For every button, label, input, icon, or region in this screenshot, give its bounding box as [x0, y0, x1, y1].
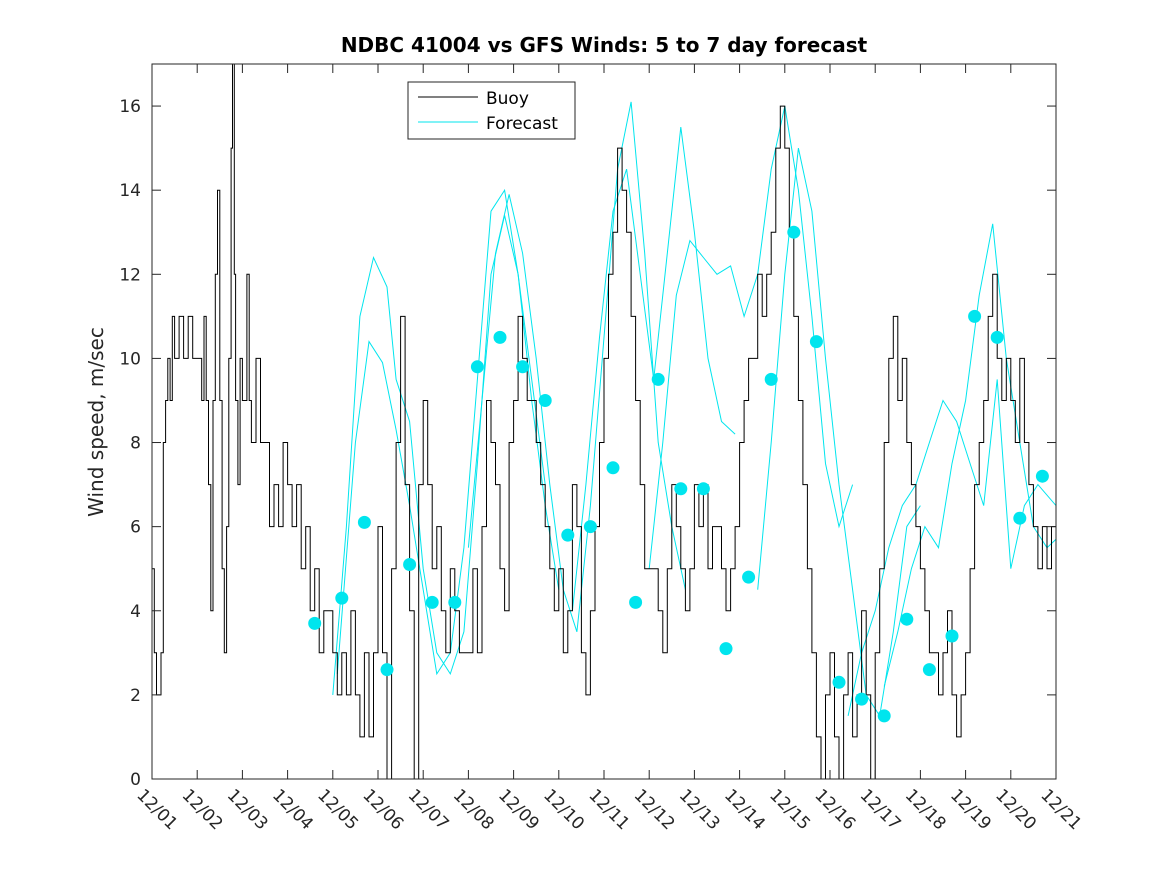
forecast-point-23: [832, 675, 846, 689]
forecast-point-26: [900, 612, 914, 626]
y-tick-label-16: 16: [119, 97, 141, 117]
forecast-point-6: [448, 595, 462, 609]
legend-box: [407, 81, 576, 140]
legend-buoy-label: Buoy: [486, 89, 529, 109]
forecast-point-24: [855, 692, 869, 706]
forecast-point-27: [922, 663, 936, 677]
forecast-point-30: [990, 330, 1004, 344]
forecast-point-14: [629, 595, 643, 609]
forecast-point-25: [877, 709, 891, 723]
y-tick-label-0: 0: [130, 770, 141, 790]
chart-title: NDBC 41004 vs GFS Winds: 5 to 7 day fore…: [341, 33, 868, 57]
forecast-point-15: [651, 372, 665, 386]
forecast-point-32: [1035, 469, 1049, 483]
forecast-point-31: [1013, 511, 1027, 525]
forecast-point-16: [674, 482, 688, 496]
forecast-point-0: [308, 616, 322, 630]
forecast-point-10: [538, 394, 552, 407]
legend-forecast-label: Forecast: [486, 114, 558, 134]
forecast-point-22: [809, 335, 823, 349]
forecast-point-11: [561, 528, 575, 542]
forecast-point-8: [493, 330, 507, 344]
buoy-line: [152, 64, 1056, 779]
forecast-point-18: [719, 642, 733, 656]
forecast-point-9: [516, 360, 530, 374]
y-axis: 0 2 4 6 8 10 12 14 16: [119, 97, 1056, 790]
forecast-point-4: [403, 558, 417, 571]
forecast-point-21: [787, 225, 801, 239]
y-tick-label-2: 2: [130, 686, 141, 706]
forecast-point-19: [742, 570, 756, 584]
forecast-point-28: [945, 629, 959, 643]
y-tick-label-8: 8: [130, 434, 141, 454]
forecast-point-7: [470, 360, 484, 374]
y-tick-label-14: 14: [119, 181, 141, 201]
forecast-point-2: [357, 515, 371, 529]
forecast-run-line-6: [847, 379, 1056, 717]
forecast-point-5: [425, 595, 439, 609]
forecast-point-1: [335, 591, 349, 605]
forecast-run-line-4: [648, 105, 854, 569]
y-tick-label-6: 6: [130, 518, 141, 538]
forecast-point-17: [696, 482, 710, 496]
forecast-point-20: [764, 372, 778, 386]
legend: Buoy Forecast: [407, 81, 576, 140]
y-tick-label-12: 12: [119, 265, 141, 285]
forecast-run-line-5: [757, 147, 921, 718]
y-axis-label: Wind speed, m/sec: [84, 327, 108, 517]
series-layer: [152, 64, 1056, 779]
forecast-point-3: [380, 663, 394, 677]
forecast-run-line-2: [467, 101, 686, 632]
forecast-run-line-0: [332, 215, 546, 695]
y-tick-label-4: 4: [130, 602, 141, 622]
forecast-point-29: [968, 309, 982, 323]
forecast-run-line-7: [883, 223, 1056, 687]
forecast-point-13: [606, 461, 620, 475]
y-tick-label-10: 10: [119, 349, 141, 369]
forecast-point-12: [583, 520, 597, 534]
